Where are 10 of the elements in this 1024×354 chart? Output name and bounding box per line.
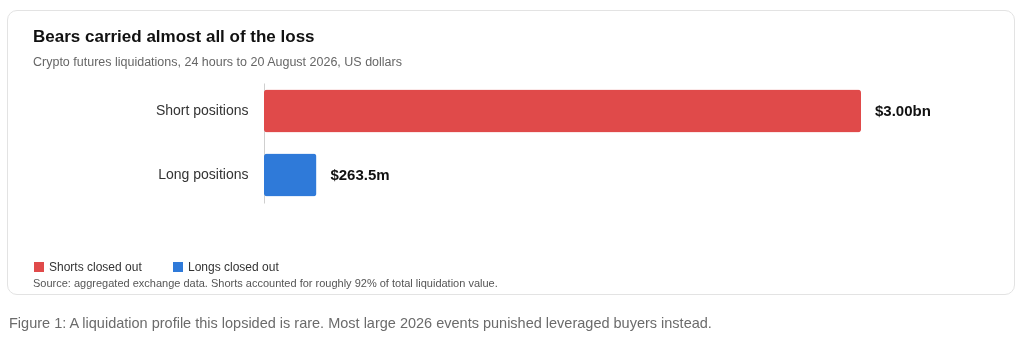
legend-label: Shorts closed out bbox=[49, 260, 143, 274]
chart-title: Bears carried almost all of the loss bbox=[33, 26, 315, 46]
source-note: Source: aggregated exchange data. Shorts accounted for roughly 92% of total liquidation value. bbox=[33, 277, 498, 289]
data-label: $3.00bn bbox=[875, 101, 931, 119]
data-label: $263.5m bbox=[330, 166, 390, 184]
y-tick-label: Short positions bbox=[155, 101, 249, 118]
caption: Figure 1: A liquidation profile this lopsided is rare. Most large 2026 events punished leveraged buyers instead. bbox=[9, 315, 712, 331]
chart-subtitle: Crypto futures liquidations, 24 hours to 20 August 2026, US dollars bbox=[33, 54, 402, 69]
legend-label: Longs closed out bbox=[188, 260, 280, 274]
y-tick-label: Long positions bbox=[158, 166, 249, 183]
